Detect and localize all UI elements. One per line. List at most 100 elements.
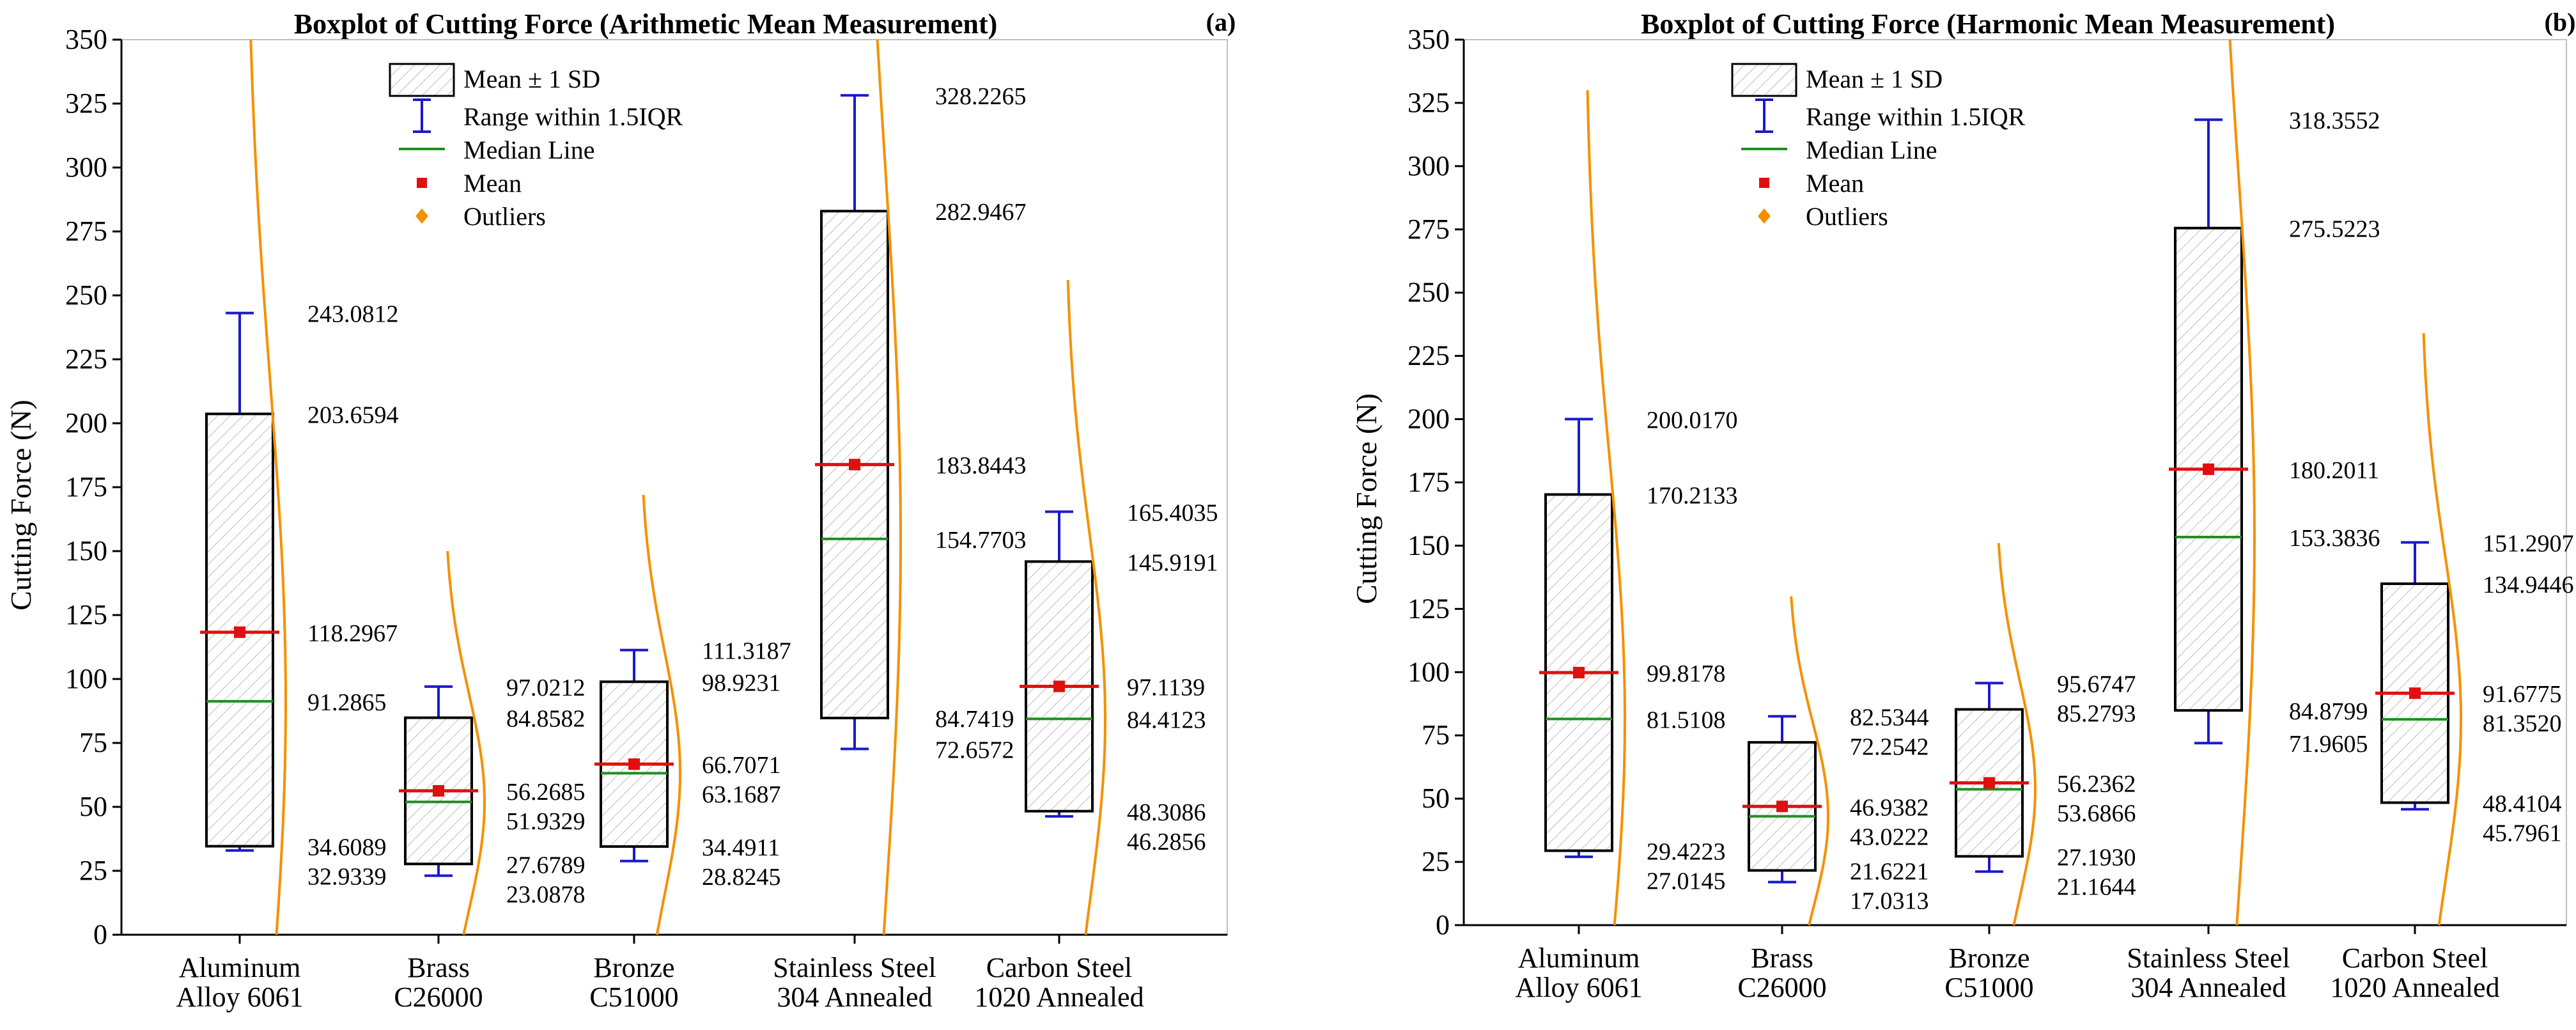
y-tick-label: 75 <box>79 727 107 758</box>
value-label-median: 53.6866 <box>2057 800 2136 827</box>
x-tick-label-line2: C26000 <box>1737 972 1826 1003</box>
y-tick-label: 100 <box>1408 656 1450 687</box>
y-tick-label: 50 <box>79 791 107 822</box>
legend-box-label: Mean ± 1 SD <box>463 65 600 93</box>
y-tick-label: 100 <box>65 663 107 694</box>
y-tick-label: 0 <box>93 919 107 950</box>
value-label-median: 153.3836 <box>2289 525 2380 552</box>
value-label-box-low: 48.3086 <box>1127 799 1206 826</box>
y-axis-label-a: Cutting Force (N) <box>4 400 37 611</box>
value-label-whisker-high: 318.3552 <box>2289 107 2380 134</box>
value-label-box-low: 34.4911 <box>702 834 780 861</box>
value-label-median: 84.4123 <box>1127 706 1206 733</box>
distribution-curve <box>2422 332 2463 926</box>
y-tick-label: 225 <box>65 343 107 375</box>
legend-median-label: Median Line <box>1806 136 1937 164</box>
value-label-median: 51.9329 <box>506 808 586 835</box>
value-label-mean: 97.1139 <box>1127 675 1205 701</box>
value-label-median: 81.5108 <box>1647 706 1726 733</box>
value-label-mean: 180.2011 <box>2289 457 2379 484</box>
box-group: 328.2265 282.9467 183.8443 154.7703 84.7419 7… <box>815 39 1027 935</box>
x-tick-label-line2: 304 Annealed <box>777 981 932 1013</box>
y-tick-label: 300 <box>65 152 107 183</box>
legend-outliers-swatch <box>415 208 428 224</box>
value-label-whisker-high: 82.5344 <box>1850 704 1929 731</box>
box-group: 200.0170 170.2133 99.8178 81.5108 29.422327.… <box>1539 90 1738 926</box>
legend-box-label: Mean ± 1 SD <box>1806 65 1943 93</box>
y-tick-label: 125 <box>65 599 107 630</box>
distribution-curve <box>2228 39 2256 926</box>
value-label-box-low: 48.4104 <box>2483 790 2562 817</box>
x-tick-label-line1: Brass <box>1751 942 1813 974</box>
y-tick-label: 325 <box>65 88 107 119</box>
value-label-mean: 99.8178 <box>1647 660 1726 687</box>
mean-marker <box>1053 680 1065 692</box>
value-label-box-low: 27.6789 <box>506 852 586 878</box>
value-label-whisker-low: 71.9605 <box>2289 731 2368 758</box>
value-label-mean: 66.7071 <box>702 752 781 779</box>
mean-marker <box>1983 777 1995 789</box>
value-label-whisker-low: 28.8245 <box>702 864 781 891</box>
x-tick-label-line2: C51000 <box>1944 972 2033 1003</box>
y-tick-label: 225 <box>1408 340 1450 371</box>
value-label-whisker-low: 45.7961 <box>2483 820 2562 847</box>
mean-marker <box>2409 687 2421 699</box>
boxes-b: 200.0170170.213399.817881.510829.422327.… <box>1539 39 2574 926</box>
y-tick-label: 275 <box>65 215 107 247</box>
legend-outliers-label: Outliers <box>1806 202 1888 231</box>
mean-marker <box>2203 463 2214 475</box>
legend-box-swatch <box>1731 63 1797 97</box>
legend-outliers-swatch <box>1758 208 1771 224</box>
value-label-whisker-high: 95.6747 <box>2057 671 2136 698</box>
mean-marker <box>234 626 245 638</box>
legend-range-label: Range within 1.5IQR <box>1806 102 2026 131</box>
value-label-mean: 56.2362 <box>2057 770 2136 797</box>
panel-label-a: (a) <box>1206 8 1236 36</box>
legend-mean-label: Mean <box>1806 169 1864 198</box>
x-tick-label-line1: Aluminum <box>1518 942 1640 974</box>
y-tick-label: 175 <box>1408 467 1450 498</box>
value-label-box-high: 85.2793 <box>2057 700 2136 727</box>
y-axis-label-b: Cutting Force (N) <box>1350 393 1383 604</box>
y-tick-label: 75 <box>1422 719 1450 751</box>
box-group: 318.3552 275.5223 180.2011 153.3836 84.8799 7… <box>2169 39 2380 926</box>
y-tick-label: 350 <box>65 24 107 55</box>
value-label-whisker-high: 243.0812 <box>307 301 399 328</box>
value-label-box-high: 275.5223 <box>2289 216 2380 243</box>
distribution-curve <box>1997 543 2037 926</box>
panel-label-b: (b) <box>2545 8 2576 36</box>
value-label-median: 63.1687 <box>702 781 781 808</box>
x-tick-label-line2: 304 Annealed <box>2130 972 2286 1003</box>
value-label-box-high: 170.2133 <box>1647 482 1738 509</box>
legend-mean-swatch <box>1759 178 1769 188</box>
legend-b: Mean ± 1 SD Range within 1.5IQR Median L… <box>1731 63 2026 231</box>
value-label-box-high: 134.9446 <box>2483 572 2574 598</box>
distribution-curve <box>1790 596 1830 926</box>
value-label-whisker-high: 97.0212 <box>506 675 586 701</box>
value-label-whisker-low: 72.6572 <box>935 737 1014 763</box>
x-tick-label-line1: Stainless Steel <box>2127 942 2290 974</box>
value-label-mean: 91.6775 <box>2483 681 2562 708</box>
value-label-box-low: 84.8799 <box>2289 698 2368 725</box>
y-ticks-b: 0 25 50 75 100 125 150 175 200 225 250 275 300 325 350 <box>1408 24 1464 940</box>
chart-title-b: Boxplot of Cutting Force (Harmonic Mean … <box>1641 8 2335 40</box>
legend-range-label: Range within 1.5IQR <box>463 102 683 131</box>
value-label-box-high: 145.9191 <box>1127 549 1218 576</box>
legend-box-swatch <box>389 63 455 97</box>
y-tick-label: 200 <box>1408 403 1450 435</box>
distribution-curve <box>642 494 682 935</box>
y-tick-label: 25 <box>1422 846 1450 877</box>
value-label-whisker-high: 165.4035 <box>1127 499 1218 526</box>
value-label-mean: 118.2967 <box>307 620 398 647</box>
value-label-median: 91.2865 <box>307 689 387 716</box>
value-label-box-low: 21.6221 <box>1850 858 1929 885</box>
value-label-box-low: 27.1930 <box>2057 844 2136 871</box>
x-tick-label-line2: 1020 Annealed <box>2330 972 2499 1003</box>
y-tick-label: 250 <box>1408 277 1450 308</box>
x-tick-label-line1: Aluminum <box>179 952 301 983</box>
y-ticks-a: 0 25 50 75 100 125 150 175 200 225 250 275 300 325 350 <box>65 24 121 950</box>
